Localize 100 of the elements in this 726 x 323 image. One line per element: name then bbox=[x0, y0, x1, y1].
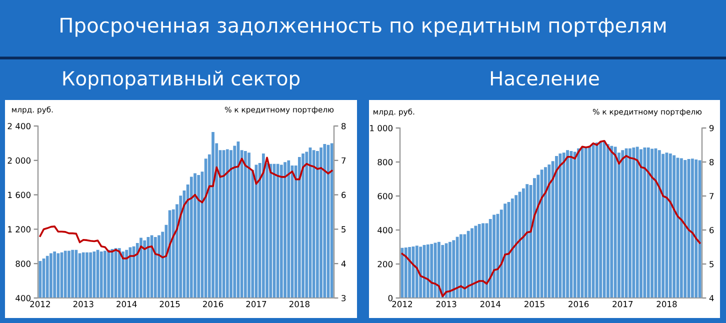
bar bbox=[668, 154, 672, 298]
bar bbox=[482, 223, 484, 298]
bar bbox=[643, 148, 646, 298]
bar bbox=[426, 244, 430, 298]
bar bbox=[698, 160, 702, 298]
y2-tick-label: 5 bbox=[342, 226, 346, 232]
bar bbox=[662, 154, 665, 298]
bar bbox=[444, 243, 448, 298]
bar bbox=[548, 164, 551, 298]
bar bbox=[632, 148, 636, 298]
bar bbox=[437, 242, 440, 298]
y2-tick-label: 7 bbox=[342, 157, 346, 164]
bar bbox=[526, 184, 529, 298]
bar bbox=[510, 198, 514, 298]
x-tick-label: 2017 bbox=[246, 300, 266, 308]
bar bbox=[636, 146, 639, 298]
bar bbox=[672, 155, 676, 298]
y2-tick-label: 4 bbox=[709, 295, 714, 302]
bar bbox=[577, 148, 580, 298]
bar bbox=[485, 223, 488, 298]
bar bbox=[415, 246, 418, 298]
bar bbox=[684, 160, 687, 298]
bar bbox=[573, 152, 576, 298]
bar bbox=[614, 146, 617, 298]
chart-title: Население bbox=[490, 71, 599, 86]
y-tick-label: 400 bbox=[16, 294, 30, 302]
bar bbox=[404, 248, 408, 298]
bar bbox=[470, 228, 474, 298]
x-tick-label: 2017 bbox=[612, 300, 633, 308]
y2-tick-label: 3 bbox=[342, 294, 346, 302]
bar bbox=[441, 244, 444, 298]
text: Просроченная задолженность по кредитным портфелям bbox=[60, 18, 666, 37]
y-tick-label: 400 bbox=[378, 226, 392, 234]
bar bbox=[584, 146, 588, 298]
y-tick-label: 2 000 bbox=[8, 157, 30, 164]
y-tick-label: 1 600 bbox=[8, 192, 30, 198]
line-series bbox=[39, 156, 333, 260]
bar bbox=[460, 234, 462, 298]
bar bbox=[514, 195, 518, 298]
bar bbox=[448, 242, 452, 298]
bar bbox=[466, 230, 470, 298]
y2-tick-label: 7 bbox=[710, 193, 714, 200]
y-tick-label: 600 bbox=[378, 192, 392, 200]
x-tick-label: 2018 bbox=[656, 300, 677, 308]
y-tick-label: 1 000 bbox=[370, 124, 392, 132]
bar bbox=[640, 149, 642, 298]
bar bbox=[595, 142, 598, 298]
bar bbox=[488, 218, 492, 298]
line-series bbox=[401, 140, 701, 298]
x-tick-label: 2012 bbox=[392, 300, 412, 308]
bar bbox=[606, 144, 610, 298]
bar bbox=[522, 188, 525, 298]
bar bbox=[430, 244, 434, 298]
y2-tick-label: 6 bbox=[710, 226, 714, 234]
bar bbox=[400, 248, 404, 298]
x-tick-label: 2018 bbox=[289, 300, 310, 308]
bar bbox=[544, 167, 547, 298]
bar bbox=[456, 236, 459, 298]
y2-tick-label: 5 bbox=[710, 261, 714, 268]
x-tick-label: 2014 bbox=[116, 300, 137, 308]
x-tick-label: 2013 bbox=[436, 300, 456, 308]
bar bbox=[419, 246, 422, 298]
bar bbox=[588, 146, 592, 298]
y-tick-label: 200 bbox=[378, 260, 392, 268]
bar bbox=[646, 148, 650, 298]
bar bbox=[610, 146, 614, 298]
y-tick-label: 800 bbox=[16, 260, 30, 267]
bar bbox=[558, 154, 562, 298]
bar bbox=[533, 178, 536, 298]
y-tick-label: 1 200 bbox=[8, 226, 30, 232]
bar bbox=[658, 150, 661, 298]
y-tick-label: 0 bbox=[388, 294, 392, 302]
bar bbox=[650, 148, 654, 298]
bar bbox=[690, 158, 694, 298]
bar bbox=[566, 150, 569, 298]
bar bbox=[654, 148, 658, 298]
y2-tick-label: 9 bbox=[709, 124, 714, 132]
bar bbox=[628, 148, 632, 298]
x-tick-label: 2015 bbox=[524, 300, 544, 308]
bar bbox=[599, 142, 602, 298]
bar bbox=[555, 156, 558, 298]
x-tick-label: 2013 bbox=[73, 300, 94, 308]
bar bbox=[492, 214, 496, 298]
bar bbox=[540, 170, 544, 298]
y2-tick-label: 8 bbox=[710, 158, 714, 166]
bar bbox=[463, 234, 466, 298]
bar bbox=[570, 150, 573, 298]
bar bbox=[474, 226, 478, 298]
bar bbox=[694, 159, 698, 298]
bar bbox=[478, 224, 481, 298]
bar bbox=[504, 204, 507, 298]
x-tick-label: 2015 bbox=[160, 300, 180, 308]
x-tick-label: 2016 bbox=[568, 300, 589, 308]
bar bbox=[408, 247, 412, 298]
bar bbox=[624, 148, 628, 298]
y2-tick-label: 4 bbox=[341, 260, 346, 267]
bar bbox=[621, 150, 624, 298]
y2-tick-label: 6 bbox=[342, 192, 346, 198]
y-tick-label: 800 bbox=[378, 158, 392, 166]
x-tick-label: 2016 bbox=[203, 300, 224, 308]
